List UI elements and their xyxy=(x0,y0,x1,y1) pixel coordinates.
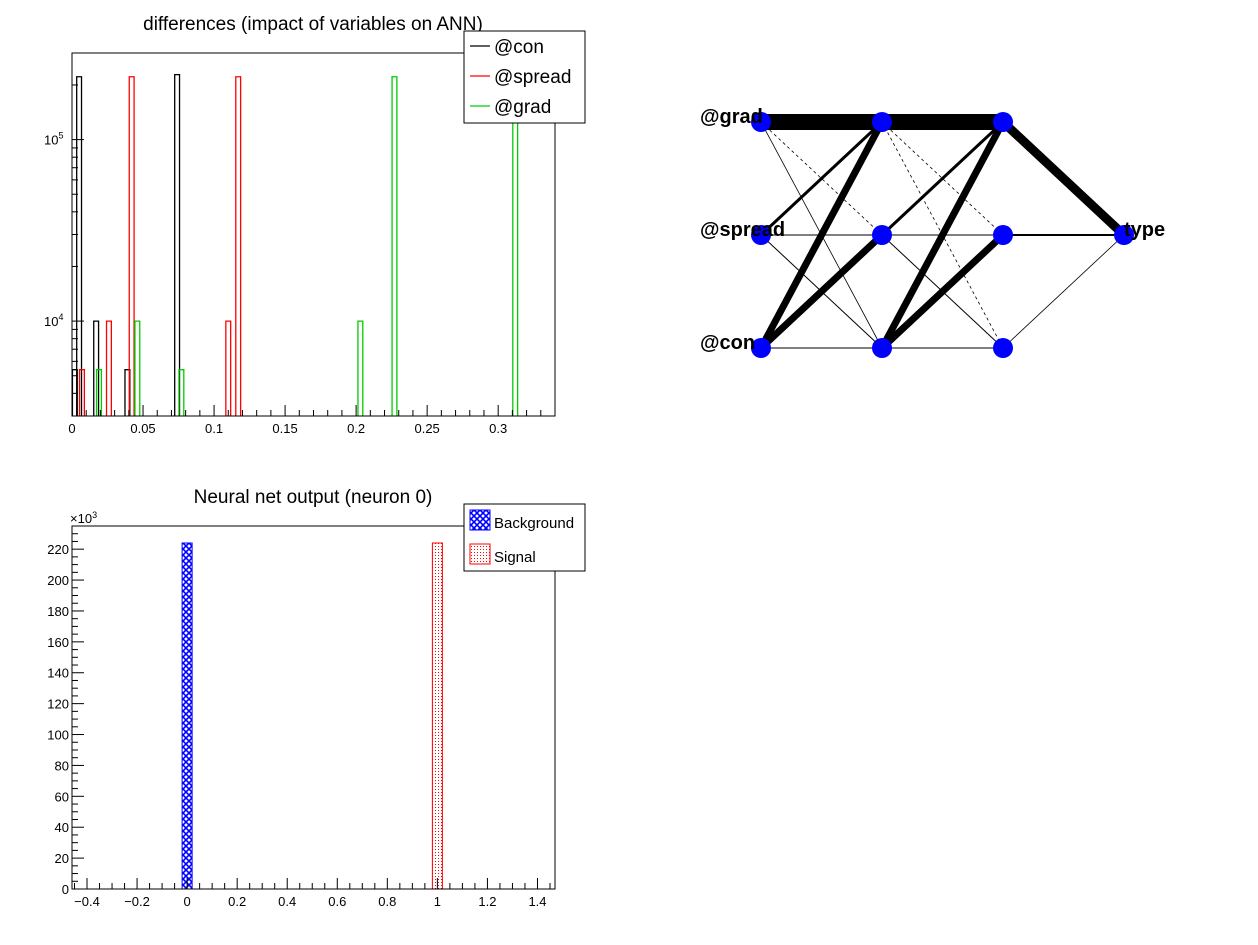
output-label-type: type xyxy=(1124,219,1165,241)
bin-signal-0 xyxy=(431,542,443,890)
legend-label-grad: @grad xyxy=(494,97,551,118)
y-multiplier-label: ×103 xyxy=(70,510,97,526)
differences-title: differences (impact of variables on ANN) xyxy=(143,14,483,35)
bin-background-0 xyxy=(181,542,193,890)
x-tick-label: 1 xyxy=(434,894,441,909)
y-tick-label: 60 xyxy=(55,789,69,804)
x-tick-label: 0 xyxy=(68,421,75,436)
y-tick-label: 220 xyxy=(47,542,69,557)
network-edges xyxy=(757,114,1128,351)
bin-con-4 xyxy=(174,73,181,416)
legend-label-background: Background xyxy=(494,515,574,532)
differences-bars xyxy=(71,73,519,416)
y-tick-label: 20 xyxy=(55,851,69,866)
nn-output-plot-frame xyxy=(71,525,556,890)
neuron-l3-0 xyxy=(1114,225,1134,245)
input-label-spread: @spread xyxy=(700,219,785,241)
edge-l1-2-0 xyxy=(878,120,1007,350)
differences-y-axis: 104 105 xyxy=(44,52,84,417)
edge-l2-0-0 xyxy=(999,118,1128,239)
bin-grad-4 xyxy=(391,76,398,416)
x-tick-label: 0.05 xyxy=(130,421,155,436)
input-label-con: @con xyxy=(700,332,755,354)
x-tick-label: −0.2 xyxy=(124,894,150,909)
neuron-l0-0 xyxy=(751,112,771,132)
edge-l1-1-0 xyxy=(880,120,1005,237)
x-tick-label: 0.1 xyxy=(205,421,223,436)
bin-spread-2 xyxy=(128,76,135,416)
bin-spread-0 xyxy=(78,369,86,416)
x-tick-label: 1.2 xyxy=(478,894,496,909)
bin-spread-1 xyxy=(105,320,112,416)
x-tick-label: 0.6 xyxy=(328,894,346,909)
nn-output-title: Neural net output (neuron 0) xyxy=(194,487,433,508)
legend-label-con: @con xyxy=(494,37,544,58)
y-tick-label: 0 xyxy=(62,882,69,897)
y-tick-label: 180 xyxy=(47,604,69,619)
bin-spread-4 xyxy=(235,76,242,416)
neuron-l1-0 xyxy=(872,112,892,132)
nn-output-x-axis: −0.4 −0.2 0 0.2 0.4 0.6 0.8 1 1.2 1.4 xyxy=(74,878,551,909)
bin-grad-1 xyxy=(134,320,141,416)
x-tick-label: 0 xyxy=(184,894,191,909)
y-tick-label: 160 xyxy=(47,635,69,650)
bin-grad-3 xyxy=(357,320,364,416)
x-tick-label: 0.4 xyxy=(278,894,296,909)
y-tick-label: 200 xyxy=(47,573,69,588)
bin-con-1 xyxy=(76,76,83,416)
nn-output-histogram: Neural net output (neuron 0) −0.4 −0.2 0 0.… xyxy=(47,487,586,909)
bin-grad-5 xyxy=(512,73,519,416)
neuron-l0-1 xyxy=(751,225,771,245)
neuron-l2-1 xyxy=(993,225,1013,245)
edge-l0-1-0 xyxy=(759,120,884,237)
network-diagram: @grad @spread @con type xyxy=(700,106,1165,358)
neuron-l2-0 xyxy=(993,112,1013,132)
differences-legend: @con @spread @grad xyxy=(463,30,586,124)
bin-spread-3 xyxy=(225,320,232,416)
bin-grad-2 xyxy=(178,369,185,416)
edge-l1-2-1 xyxy=(879,232,1006,351)
neuron-l1-1 xyxy=(872,225,892,245)
edge-l0-2-1 xyxy=(758,232,885,351)
y-tick-label: 40 xyxy=(55,820,69,835)
legend-label-spread: @spread xyxy=(494,67,571,88)
y-tick-label: 100 xyxy=(47,728,69,743)
x-tick-label: 0.2 xyxy=(228,894,246,909)
bin-grad-0 xyxy=(95,369,103,416)
y-tick-label: 140 xyxy=(47,666,69,681)
nn-output-y-axis: 0 20 40 60 80 100 120 140 160 180 200 220 xyxy=(47,533,84,897)
x-tick-label: 0.15 xyxy=(272,421,297,436)
x-tick-label: −0.4 xyxy=(74,894,100,909)
input-label-grad: @grad xyxy=(700,106,763,128)
nn-output-bars xyxy=(181,542,443,890)
y-tick-label: 105 xyxy=(44,131,63,148)
legend-swatch-signal xyxy=(469,543,491,565)
differences-x-axis: 0 0.05 0.1 0.15 0.2 0.25 0.3 xyxy=(68,405,556,436)
neuron-l2-2 xyxy=(993,338,1013,358)
edge-l2-2-0 xyxy=(1002,234,1125,349)
neuron-l1-2 xyxy=(872,338,892,358)
x-tick-label: 0.3 xyxy=(489,421,507,436)
x-tick-label: 0.8 xyxy=(378,894,396,909)
network-nodes xyxy=(751,112,1134,358)
y-tick-label: 104 xyxy=(44,312,63,329)
y-tick-label: 120 xyxy=(47,697,69,712)
legend-label-signal: Signal xyxy=(494,549,536,566)
x-tick-label: 0.2 xyxy=(347,421,365,436)
x-tick-label: 0.25 xyxy=(414,421,439,436)
x-tick-label: 1.4 xyxy=(528,894,546,909)
neuron-l0-2 xyxy=(751,338,771,358)
differences-histogram: differences (impact of variables on ANN)… xyxy=(44,14,586,436)
nn-output-legend: Background Signal xyxy=(463,503,586,572)
legend-swatch-background xyxy=(469,509,491,531)
y-tick-label: 80 xyxy=(55,758,69,773)
bin-con-2 xyxy=(93,320,100,416)
edge-l0-2-0 xyxy=(757,120,886,350)
